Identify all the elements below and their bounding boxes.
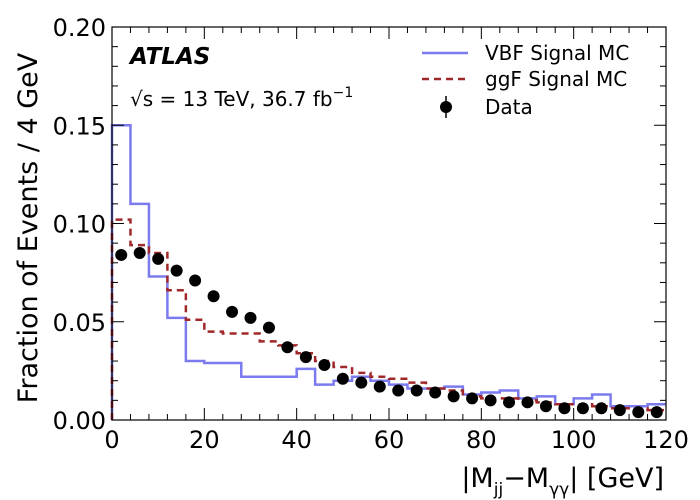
data-point <box>189 274 202 287</box>
y-axis-title: Fraction of Events / 4 GeV <box>13 52 44 403</box>
series-line-ggf-signal <box>110 218 666 420</box>
energy-luminosity-label: √s = 13 TeV, 36.7 fb−1 <box>130 85 353 111</box>
data-point <box>429 386 442 399</box>
y-tick-label: 0.20 <box>53 14 106 42</box>
data-point <box>650 406 663 419</box>
plot-area <box>110 124 666 420</box>
y-tick-label: 0.05 <box>53 309 106 337</box>
data-point <box>503 396 516 409</box>
data-point <box>244 311 257 324</box>
axis-ticks <box>111 26 667 421</box>
data-point <box>170 264 183 277</box>
data-point <box>392 384 405 397</box>
data-point <box>299 351 312 364</box>
data-point <box>539 400 552 413</box>
data-point <box>576 402 589 415</box>
x-tick-label: 40 <box>281 426 312 454</box>
data-point <box>484 394 497 407</box>
x-tick-label: 100 <box>551 426 597 454</box>
data-point <box>521 396 534 409</box>
data-point <box>133 246 146 259</box>
x-tick-label: 60 <box>374 426 405 454</box>
legend-label-vbf: VBF Signal MC <box>485 41 629 65</box>
data-point <box>447 390 460 403</box>
series-line-vbf-signal <box>110 124 666 420</box>
data-point <box>632 406 645 419</box>
legend-label-ggf: ggF Signal MC <box>485 67 627 91</box>
data-point <box>207 290 220 303</box>
data-point <box>262 321 275 334</box>
x-tick-label: 120 <box>643 426 689 454</box>
data-point <box>466 392 479 405</box>
data-point <box>226 305 239 318</box>
x-tick-label: 20 <box>189 426 220 454</box>
legend-label-data: Data <box>485 95 533 119</box>
data-point <box>595 402 608 415</box>
data-point <box>318 358 331 371</box>
data-point <box>115 248 128 261</box>
data-point <box>355 376 368 389</box>
experiment-label: ATLAS <box>128 44 210 70</box>
legend: VBF Signal MC ggF Signal MC Data <box>422 41 629 119</box>
data-point <box>558 402 571 415</box>
y-tick-label: 0.15 <box>53 112 106 140</box>
data-point <box>336 372 349 385</box>
data-point <box>613 404 626 417</box>
y-tick-label: 0.00 <box>53 407 106 435</box>
data-point <box>281 341 294 354</box>
data-point <box>410 384 423 397</box>
data-point <box>373 380 386 393</box>
x-tick-label: 80 <box>466 426 497 454</box>
y-tick-labels: 0.00 0.05 0.10 0.15 0.20 <box>53 14 106 435</box>
x-tick-label: 0 <box>104 426 119 454</box>
y-tick-label: 0.10 <box>53 211 106 239</box>
data-point <box>152 252 165 265</box>
x-tick-labels: 0 20 40 60 80 100 120 <box>104 426 689 454</box>
x-axis-title: |Mjj−Mγγ| [GeV] <box>461 463 664 500</box>
legend-swatch-data <box>440 96 452 118</box>
